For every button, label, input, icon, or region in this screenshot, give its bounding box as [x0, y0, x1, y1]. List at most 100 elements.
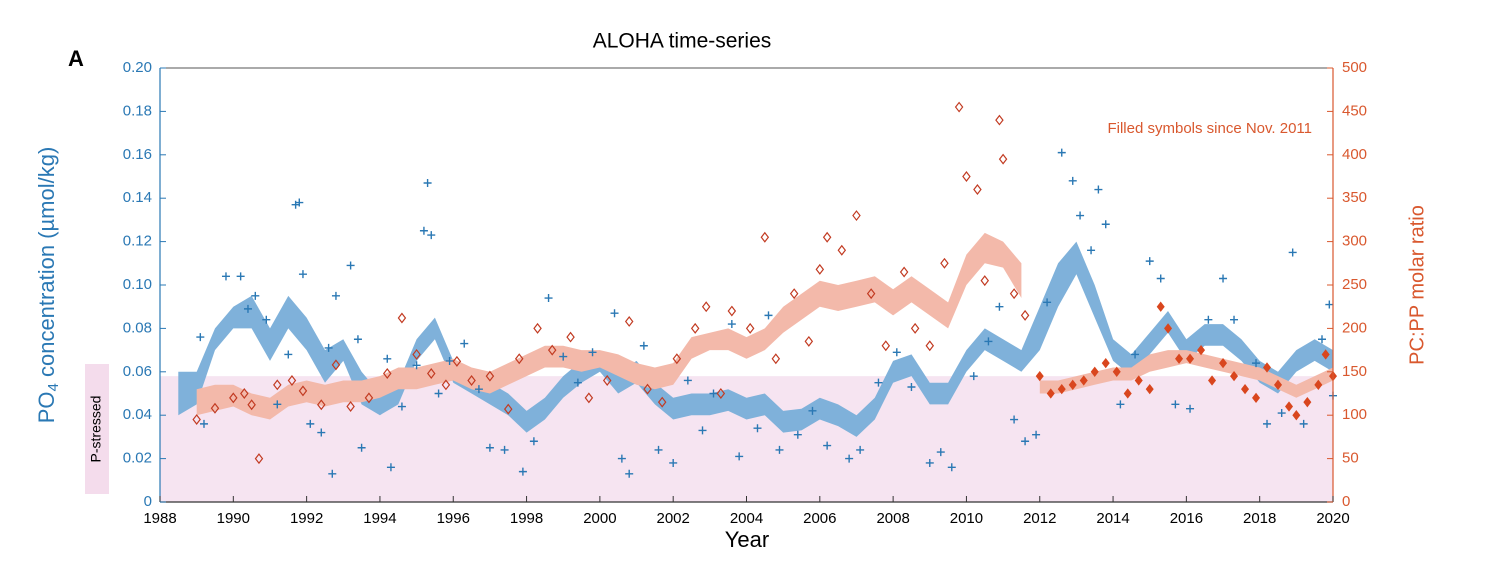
x-tick-label: 2012	[1023, 510, 1056, 527]
point	[306, 419, 315, 428]
point	[969, 372, 978, 381]
y-tick-label: 0.08	[123, 319, 152, 336]
p-stressed-label-box	[85, 364, 109, 494]
point	[485, 443, 494, 452]
point	[1186, 404, 1195, 413]
point	[716, 388, 726, 399]
point	[346, 401, 355, 412]
y-axis-label-part: concentration (µmol/kg)	[34, 147, 59, 383]
point	[1156, 301, 1165, 312]
point	[602, 375, 612, 386]
x-axis-label: Year	[725, 527, 769, 552]
point	[1171, 400, 1180, 409]
point	[317, 399, 326, 411]
x-tick-label: 1994	[363, 510, 396, 527]
point	[485, 370, 495, 382]
x-tick-label: 2014	[1096, 510, 1129, 527]
point	[808, 406, 817, 415]
x-tick-label: 1990	[217, 510, 250, 527]
point	[1252, 359, 1261, 368]
point	[892, 348, 901, 357]
point	[559, 352, 568, 361]
x-tick-label: 1992	[290, 510, 323, 527]
point	[533, 322, 542, 334]
x-tick-label: 2016	[1170, 510, 1203, 527]
x-tick-label: 2000	[583, 510, 616, 527]
point	[287, 375, 297, 386]
point	[1057, 148, 1066, 157]
point	[856, 445, 865, 454]
point	[229, 392, 238, 404]
point	[845, 454, 854, 463]
point	[698, 426, 707, 435]
point	[1043, 298, 1052, 307]
point	[284, 350, 293, 359]
point	[426, 368, 436, 380]
point	[822, 231, 832, 243]
point	[357, 443, 366, 452]
point	[1010, 415, 1019, 424]
point	[654, 445, 663, 454]
point	[1101, 220, 1110, 229]
y-axis-label-part: PO	[34, 391, 59, 423]
panel-label: A	[68, 46, 84, 71]
band	[178, 241, 1333, 437]
point	[1156, 274, 1165, 283]
point	[441, 379, 451, 391]
point	[1057, 384, 1066, 395]
point	[1046, 388, 1055, 399]
point	[874, 378, 883, 387]
point	[1292, 410, 1301, 421]
point	[434, 389, 443, 398]
point	[764, 311, 773, 320]
point	[1021, 437, 1030, 446]
point	[1101, 357, 1110, 369]
point	[1112, 366, 1121, 377]
point	[701, 301, 711, 313]
point	[1208, 375, 1217, 386]
x-tick-label: 2008	[876, 510, 909, 527]
point	[1219, 357, 1228, 369]
point	[364, 392, 374, 404]
point	[240, 388, 249, 399]
point	[962, 171, 971, 182]
point	[866, 288, 876, 300]
y-tick-label: 0.16	[123, 146, 152, 163]
point	[243, 304, 252, 313]
point	[639, 341, 648, 350]
p-stressed-label: P-stressed	[88, 396, 104, 463]
point	[910, 322, 920, 334]
point	[1186, 353, 1195, 364]
point	[346, 261, 355, 270]
point	[474, 385, 483, 394]
y2-tick-label: 200	[1342, 319, 1367, 336]
point	[1123, 388, 1132, 399]
point	[1303, 397, 1312, 408]
point	[1076, 211, 1085, 220]
point	[196, 333, 205, 342]
point	[529, 437, 538, 446]
point	[837, 244, 847, 256]
point	[690, 322, 700, 334]
point	[1321, 349, 1330, 360]
point	[383, 354, 392, 363]
point	[1087, 246, 1096, 255]
point	[588, 348, 597, 357]
point	[793, 430, 802, 439]
point	[973, 184, 982, 195]
point	[566, 331, 575, 343]
point	[823, 441, 832, 450]
x-tick-label: 1988	[143, 510, 176, 527]
point	[1032, 430, 1041, 439]
point	[1318, 335, 1326, 344]
point	[760, 231, 770, 243]
x-tick-label: 2020	[1316, 510, 1349, 527]
point	[423, 179, 432, 188]
point	[1009, 288, 1019, 300]
point	[573, 378, 582, 387]
point	[298, 385, 308, 397]
point	[1090, 366, 1099, 377]
point	[1263, 362, 1272, 373]
point	[940, 257, 949, 269]
point	[1068, 379, 1077, 390]
